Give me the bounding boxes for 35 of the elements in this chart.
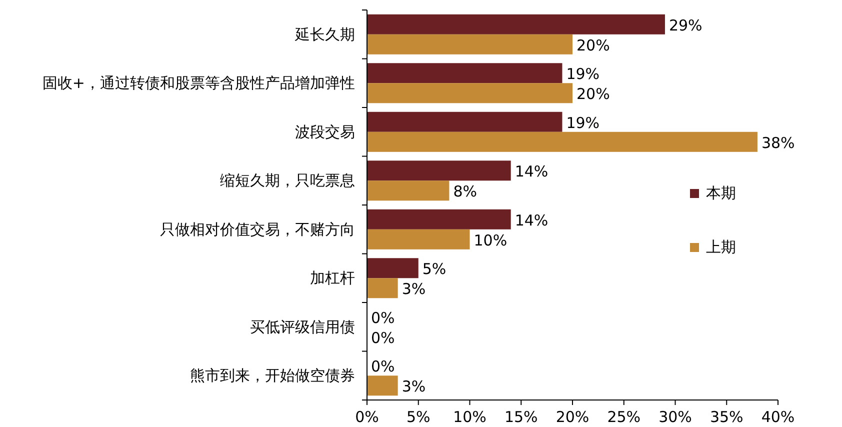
data-label: 20% — [576, 85, 610, 104]
y-tick-label: 波段交易 — [295, 122, 355, 141]
data-label: 5% — [422, 260, 446, 278]
data-label: 3% — [402, 280, 426, 298]
x-tick-label: 10% — [453, 408, 486, 426]
data-label: 10% — [474, 231, 508, 250]
y-tick-label: 延长久期 — [294, 25, 355, 44]
x-tick-label: 5% — [406, 408, 430, 426]
data-label: 19% — [566, 114, 600, 132]
legend-label: 本期 — [706, 184, 736, 202]
data-label: 0% — [371, 328, 395, 347]
y-tick-label: 缩短久期，只吃票息 — [220, 172, 355, 190]
y-tick-label: 加杠杆 — [310, 269, 355, 288]
data-label: 20% — [576, 36, 610, 54]
data-label: 8% — [453, 182, 477, 201]
x-tick-label: 30% — [658, 408, 692, 426]
y-tick-label: 只做相对价值交易，不赌方向 — [160, 220, 355, 238]
data-label: 14% — [514, 162, 548, 181]
x-tick-label: 15% — [504, 408, 538, 426]
y-tick-label: 固收+，通过转债和股票等含股性产品增加弹性 — [42, 74, 355, 92]
data-label: 0% — [371, 308, 395, 327]
data-label: 29% — [668, 16, 702, 34]
x-tick-label: 20% — [556, 408, 590, 426]
data-label: 3% — [402, 378, 426, 396]
legend-label: 上期 — [706, 238, 736, 256]
x-tick-label: 25% — [607, 408, 641, 426]
y-tick-label: 熊市到来，开始做空债券 — [190, 366, 355, 385]
data-label: 0% — [371, 358, 395, 376]
x-tick-label: 40% — [761, 408, 795, 426]
data-label: 19% — [566, 65, 600, 84]
y-tick-label: 买低评级信用债 — [250, 318, 355, 336]
data-label: 38% — [761, 134, 795, 152]
data-label: 14% — [514, 211, 548, 230]
x-tick-label: 0% — [355, 408, 379, 426]
x-tick-label: 35% — [710, 408, 744, 426]
